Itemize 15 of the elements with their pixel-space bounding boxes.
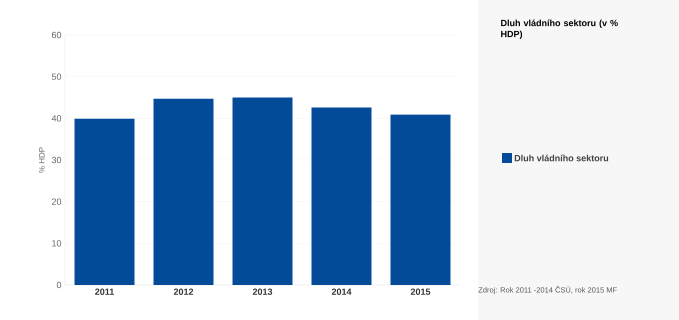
x-tick-label: 2012 [174, 288, 194, 295]
y-tick-label: 20 [52, 198, 62, 205]
legend-title: Dluh vládního sektoru (v % HDP) [501, 20, 618, 39]
x-tick-label: 2011 [95, 288, 114, 295]
legend-label: Dluh vládního sektoru [514, 154, 608, 162]
y-tick-label: 50 [52, 73, 62, 80]
y-tick-label: 60 [52, 32, 62, 38]
y-tick-label: 30 [52, 156, 62, 164]
y-tick-label: 10 [52, 240, 62, 247]
x-tick-label: 2015 [410, 288, 430, 295]
x-tick-label: 2014 [332, 288, 352, 295]
y-tick-label: 0 [56, 282, 62, 288]
y-tick-label: 40 [52, 115, 62, 122]
x-tick-label: 2013 [252, 288, 272, 295]
y-axis-title: % HDP [39, 147, 45, 173]
